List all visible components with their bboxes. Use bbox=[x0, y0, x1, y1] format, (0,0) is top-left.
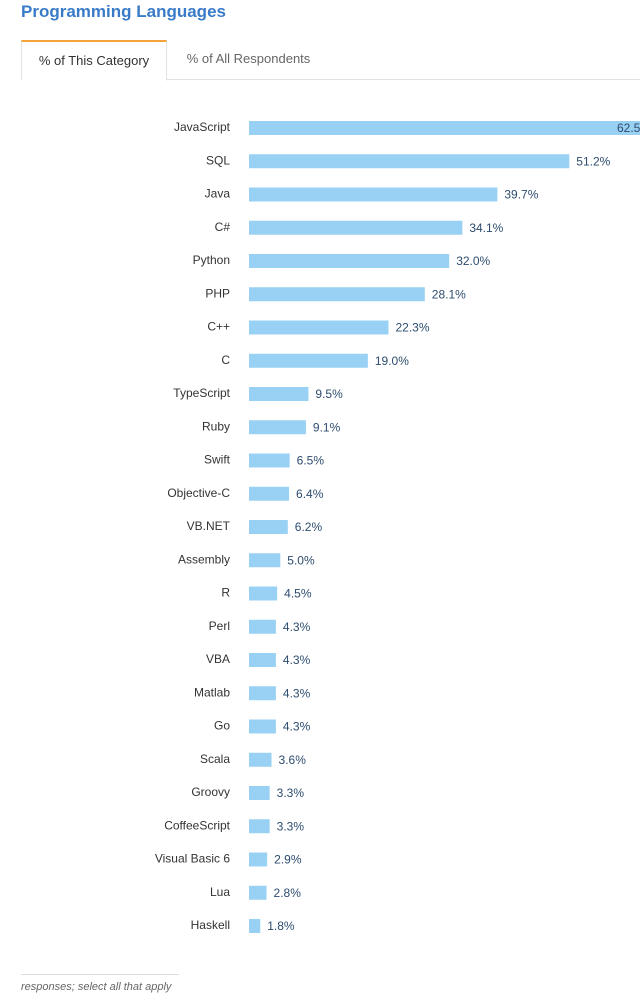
value-label: 62.5% bbox=[617, 121, 640, 135]
bar[interactable] bbox=[249, 786, 270, 800]
value-label: 6.2% bbox=[295, 520, 323, 534]
value-label: 4.3% bbox=[283, 653, 311, 667]
category-label: C# bbox=[215, 220, 231, 234]
bar[interactable] bbox=[249, 520, 288, 534]
category-label: Assembly bbox=[178, 552, 230, 566]
category-label: Haskell bbox=[191, 918, 230, 932]
value-label: 4.3% bbox=[283, 620, 311, 634]
value-label: 32.0% bbox=[456, 254, 490, 268]
bar[interactable] bbox=[249, 387, 309, 401]
bar[interactable] bbox=[249, 154, 570, 169]
category-label: Lua bbox=[210, 885, 230, 899]
category-label: Scala bbox=[200, 752, 230, 766]
bar[interactable] bbox=[249, 187, 498, 202]
bar[interactable] bbox=[249, 553, 281, 568]
category-label: R bbox=[221, 586, 230, 600]
bar[interactable] bbox=[249, 254, 450, 268]
value-label: 39.7% bbox=[504, 188, 538, 202]
value-label: 51.2% bbox=[576, 154, 610, 168]
value-label: 9.5% bbox=[315, 387, 343, 401]
bar[interactable] bbox=[249, 852, 268, 867]
bar[interactable] bbox=[249, 420, 306, 435]
category-label: Objective-C bbox=[167, 486, 230, 500]
bar[interactable] bbox=[249, 453, 290, 468]
category-label: Ruby bbox=[202, 419, 230, 433]
category-label: C bbox=[221, 353, 230, 367]
footer-note: responses; select all that apply bbox=[21, 981, 172, 993]
category-label: Visual Basic 6 bbox=[155, 852, 230, 866]
bar[interactable] bbox=[249, 619, 276, 634]
value-label: 3.6% bbox=[279, 753, 307, 767]
bar[interactable] bbox=[249, 919, 261, 933]
bar[interactable] bbox=[249, 220, 463, 235]
value-label: 6.4% bbox=[296, 487, 324, 501]
bar[interactable] bbox=[249, 586, 278, 601]
footer-divider bbox=[21, 974, 179, 975]
category-label: Matlab bbox=[194, 685, 230, 699]
category-label: VB.NET bbox=[187, 519, 231, 533]
category-label: Groovy bbox=[191, 785, 230, 799]
bar[interactable] bbox=[249, 287, 425, 302]
value-label: 28.1% bbox=[432, 287, 466, 301]
value-label: 2.9% bbox=[274, 853, 302, 867]
value-label: 4.3% bbox=[283, 686, 311, 700]
bar[interactable] bbox=[249, 686, 276, 701]
value-label: 19.0% bbox=[375, 354, 409, 368]
bar[interactable] bbox=[249, 819, 270, 834]
category-label: Perl bbox=[209, 619, 230, 633]
value-label: 3.3% bbox=[277, 819, 305, 833]
bar[interactable] bbox=[249, 752, 272, 767]
tab-this-category[interactable]: % of This Category bbox=[21, 40, 167, 81]
value-label: 1.8% bbox=[267, 919, 295, 933]
category-label: Java bbox=[205, 187, 231, 201]
value-label: 34.1% bbox=[469, 221, 503, 235]
tab-bar: % of This Category % of All Respondents bbox=[21, 40, 640, 81]
page-title: Programming Languages bbox=[21, 2, 226, 21]
value-label: 22.3% bbox=[396, 321, 430, 335]
category-label: JavaScript bbox=[174, 120, 231, 134]
tab-all-respondents[interactable]: % of All Respondents bbox=[186, 51, 311, 66]
bar[interactable] bbox=[249, 320, 389, 335]
category-label: Go bbox=[214, 719, 230, 733]
value-label: 6.5% bbox=[297, 454, 325, 468]
value-label: 4.3% bbox=[283, 720, 311, 734]
value-label: 9.1% bbox=[313, 420, 341, 434]
bar[interactable] bbox=[249, 121, 640, 135]
tab-divider bbox=[21, 79, 640, 80]
category-label: C++ bbox=[207, 320, 230, 334]
category-label: Swift bbox=[204, 453, 231, 467]
bar-chart: JavaScript 62.5% SQL 51.2% Java 39.7% C# 34.1% P… bbox=[155, 120, 640, 933]
bar[interactable] bbox=[249, 719, 276, 734]
value-label: 3.3% bbox=[277, 786, 305, 800]
category-label: CoffeeScript bbox=[164, 818, 230, 832]
value-label: 4.5% bbox=[284, 587, 312, 601]
bar[interactable] bbox=[249, 486, 290, 501]
category-label: SQL bbox=[206, 153, 230, 167]
value-label: 2.8% bbox=[274, 886, 302, 900]
bar[interactable] bbox=[249, 353, 368, 368]
category-label: TypeScript bbox=[173, 386, 230, 400]
value-label: 5.0% bbox=[287, 553, 315, 567]
category-label: VBA bbox=[206, 652, 230, 666]
bar[interactable] bbox=[249, 885, 267, 900]
category-label: PHP bbox=[205, 286, 230, 300]
category-label: Python bbox=[193, 253, 230, 267]
bar[interactable] bbox=[249, 653, 276, 667]
